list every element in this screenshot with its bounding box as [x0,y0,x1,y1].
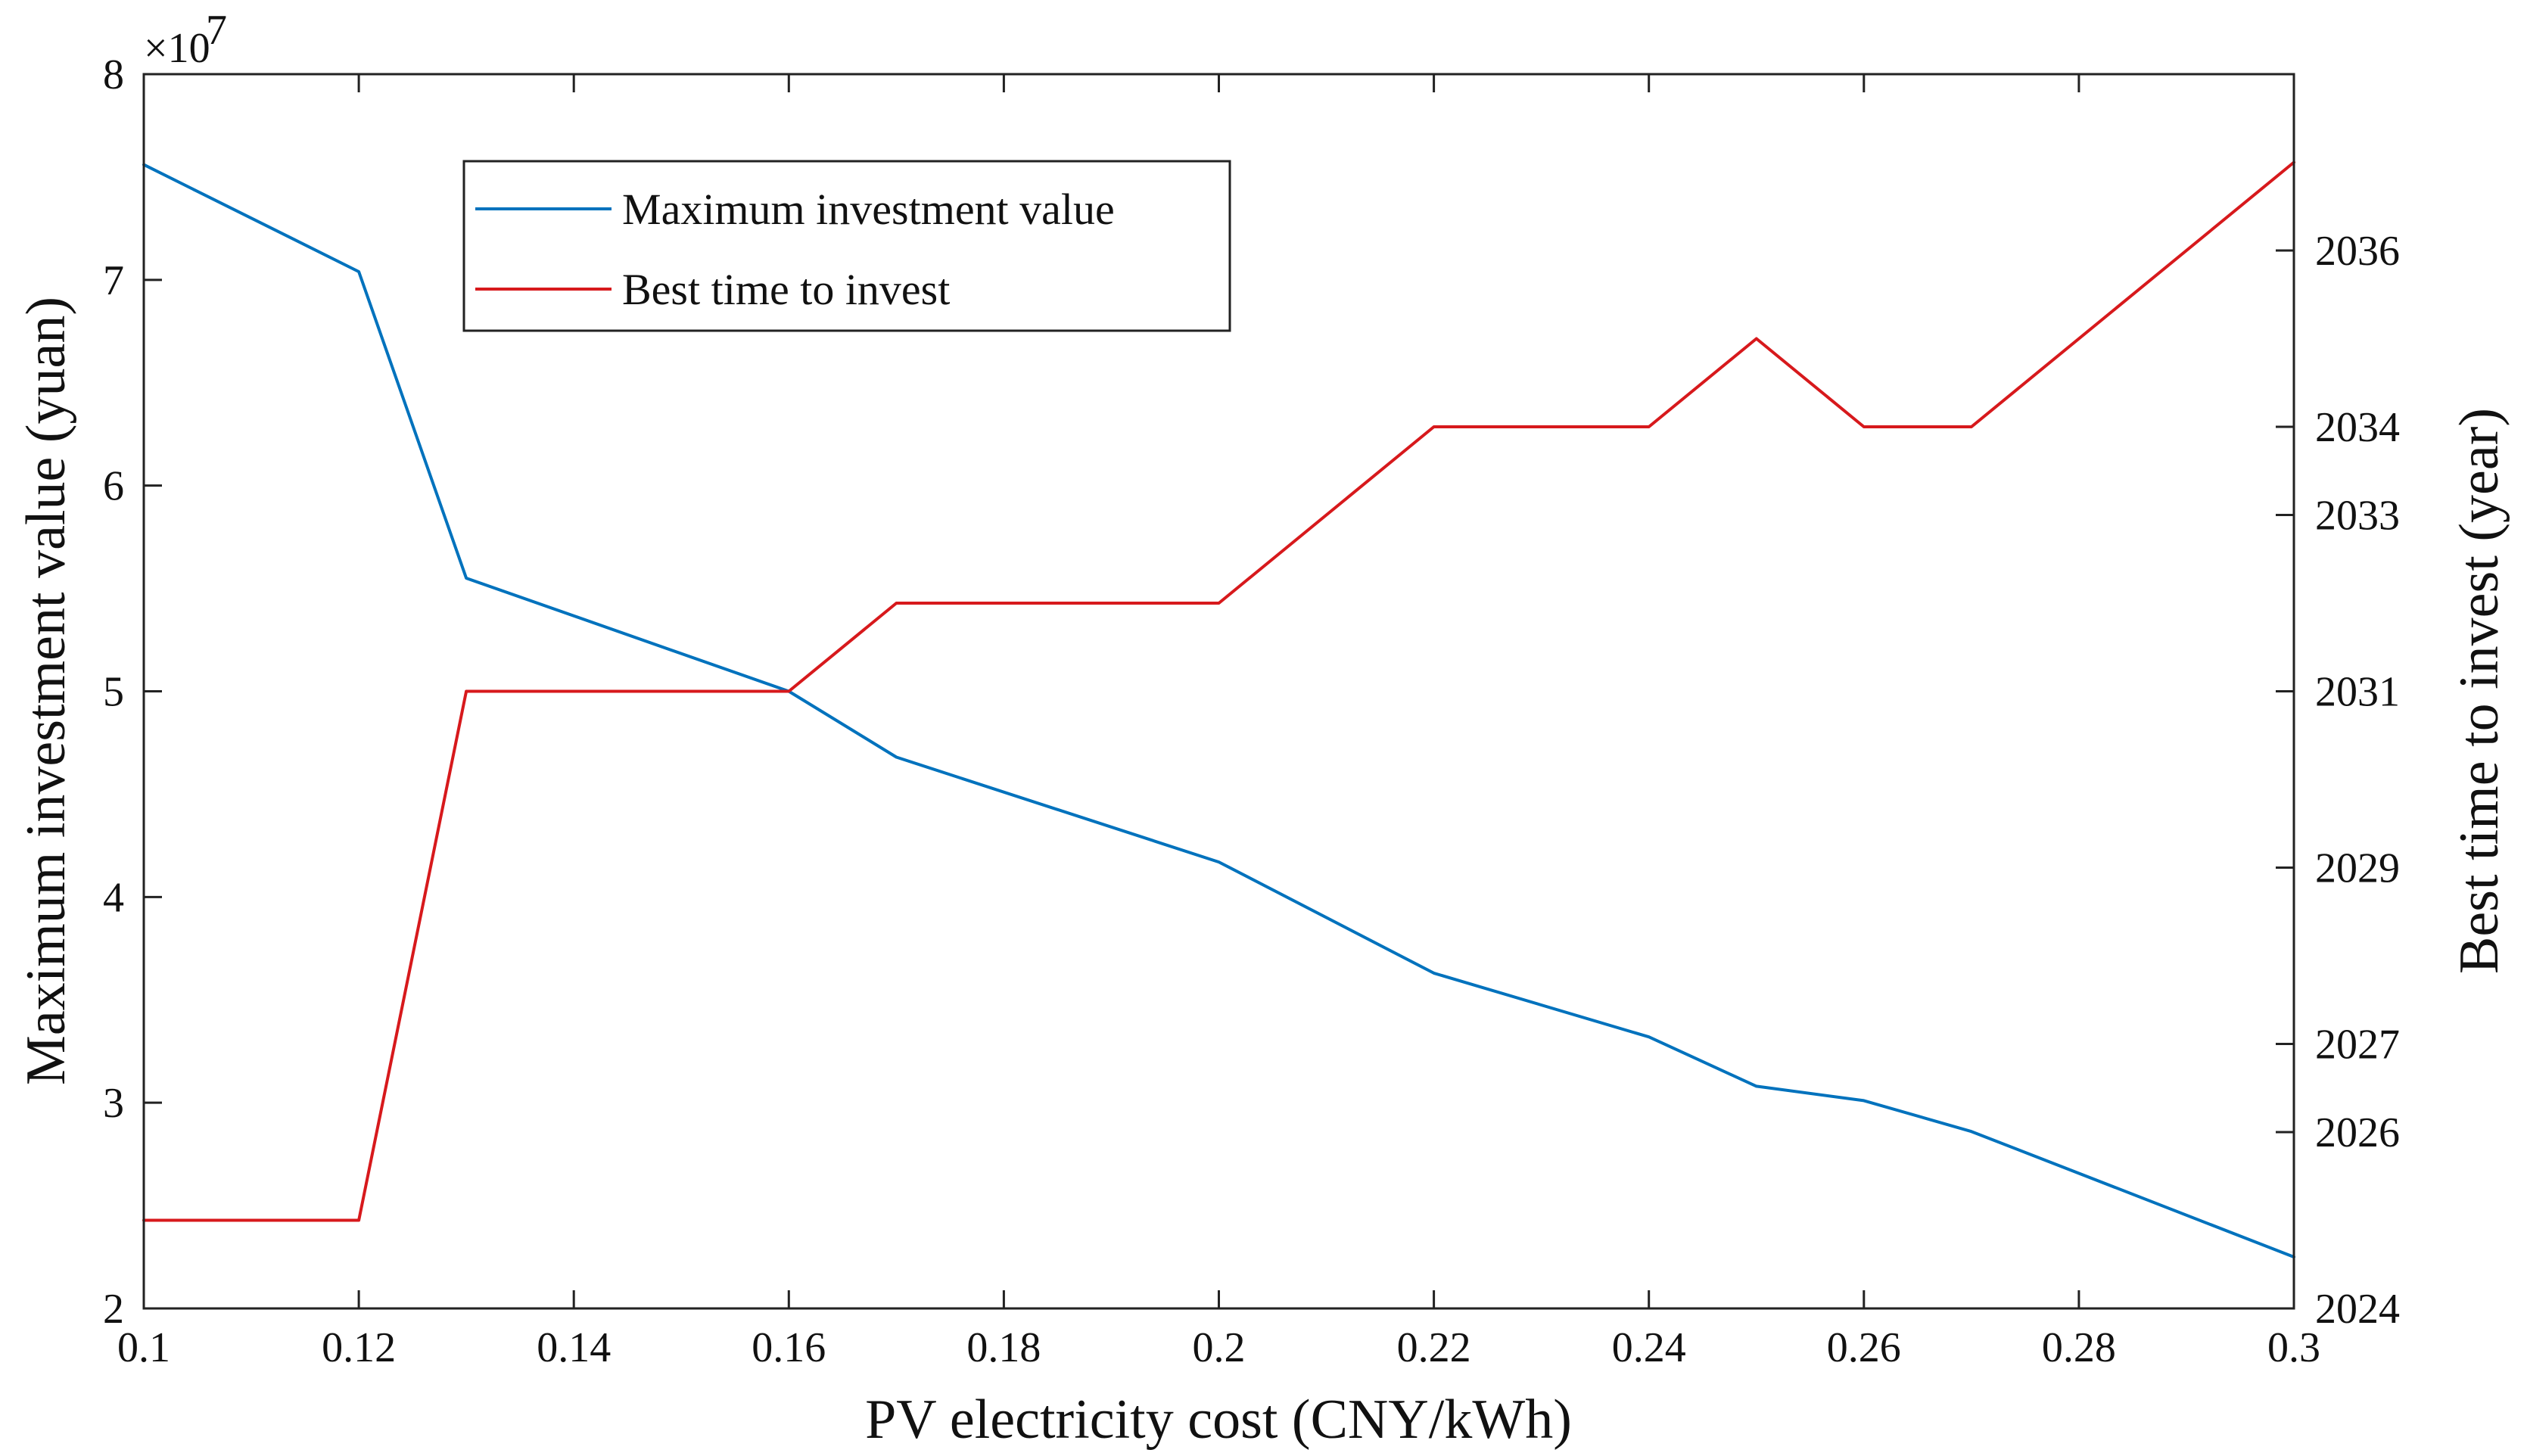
x-tick-label: 0.14 [537,1324,611,1371]
left-axis-multiplier: ×10 [144,25,210,72]
tick-labels: 0.1 0.12 0.14 0.16 0.18 0.2 0.22 0.24 0.26 0.28 0.… [103,51,2400,1371]
data-point-best-time [1433,425,1436,428]
x-tick-label: 0.12 [322,1324,396,1371]
data-point-max-investment [1218,860,1221,863]
legend-label-best-time: Best time to invest [622,265,950,314]
data-point-best-time [1218,602,1221,605]
x-tick-label: 0.26 [1827,1324,1901,1371]
data-point-max-investment [465,577,468,580]
y-left-tick-label: 8 [103,51,124,98]
x-tick-label: 0.3 [2267,1324,2320,1371]
x-axis-title: PV electricity cost (CNY/kWh) [865,1389,1572,1451]
series-lines [142,160,2295,1258]
y-right-tick-label: 2031 [2315,669,2400,716]
data-point-max-investment [1648,1035,1651,1038]
x-tick-label: 0.28 [2042,1324,2116,1371]
data-point-best-time [1970,425,1973,428]
y-right-tick-label: 2026 [2315,1109,2400,1156]
x-tick-label: 0.16 [752,1324,826,1371]
data-point-max-investment [357,270,360,273]
y-right-tick-label: 2024 [2315,1286,2400,1333]
y-left-tick-label: 4 [103,874,124,921]
x-tick-label: 0.22 [1397,1324,1471,1371]
data-point-max-investment [1863,1099,1866,1102]
data-point-best-time [1648,425,1651,428]
series-line-best-time-to-invest [142,160,2295,1222]
data-point-max-investment [1970,1130,1973,1133]
left-axis-exponent: 7 [206,7,227,54]
legend-label-max-investment: Maximum investment value [622,185,1115,234]
y-left-axis-title: Maximum investment value (yuan) [15,297,77,1085]
y-left-tick-label: 3 [103,1080,124,1127]
series-line-max-investment-value [142,163,2295,1258]
y-left-tick-label: 2 [103,1286,124,1333]
x-tick-label: 0.24 [1612,1324,1686,1371]
data-point-max-investment [895,756,898,759]
legend-box [462,160,1231,332]
data-point-max-investment [1433,972,1436,975]
x-tick-label: 0.2 [1193,1324,1246,1371]
y-right-tick-label: 2033 [2315,493,2400,540]
y-right-tick-label: 2029 [2315,845,2400,892]
data-point-best-time [895,602,898,605]
y-right-tick-label: 2036 [2315,228,2400,275]
data-point-best-time [787,690,790,693]
x-tick-label: 0.1 [117,1324,170,1371]
y-left-tick-label: 6 [103,463,124,510]
y-left-tick-label: 5 [103,669,124,716]
x-tick-label: 0.18 [966,1324,1041,1371]
data-point-best-time [1863,425,1866,428]
y-right-tick-label: 2034 [2315,404,2400,451]
data-point-best-time [357,1219,360,1222]
legend: Maximum investment value Best time to in… [462,160,1231,332]
data-point-max-investment [1755,1084,1758,1087]
y-left-tick-label: 7 [103,257,124,304]
data-point-best-time [1755,338,1758,341]
plot-frame [142,73,2295,1310]
y-right-tick-label: 2027 [2315,1022,2400,1069]
data-point-best-time [465,690,468,693]
y-right-axis-title: Best time to invest (year) [2448,408,2510,974]
